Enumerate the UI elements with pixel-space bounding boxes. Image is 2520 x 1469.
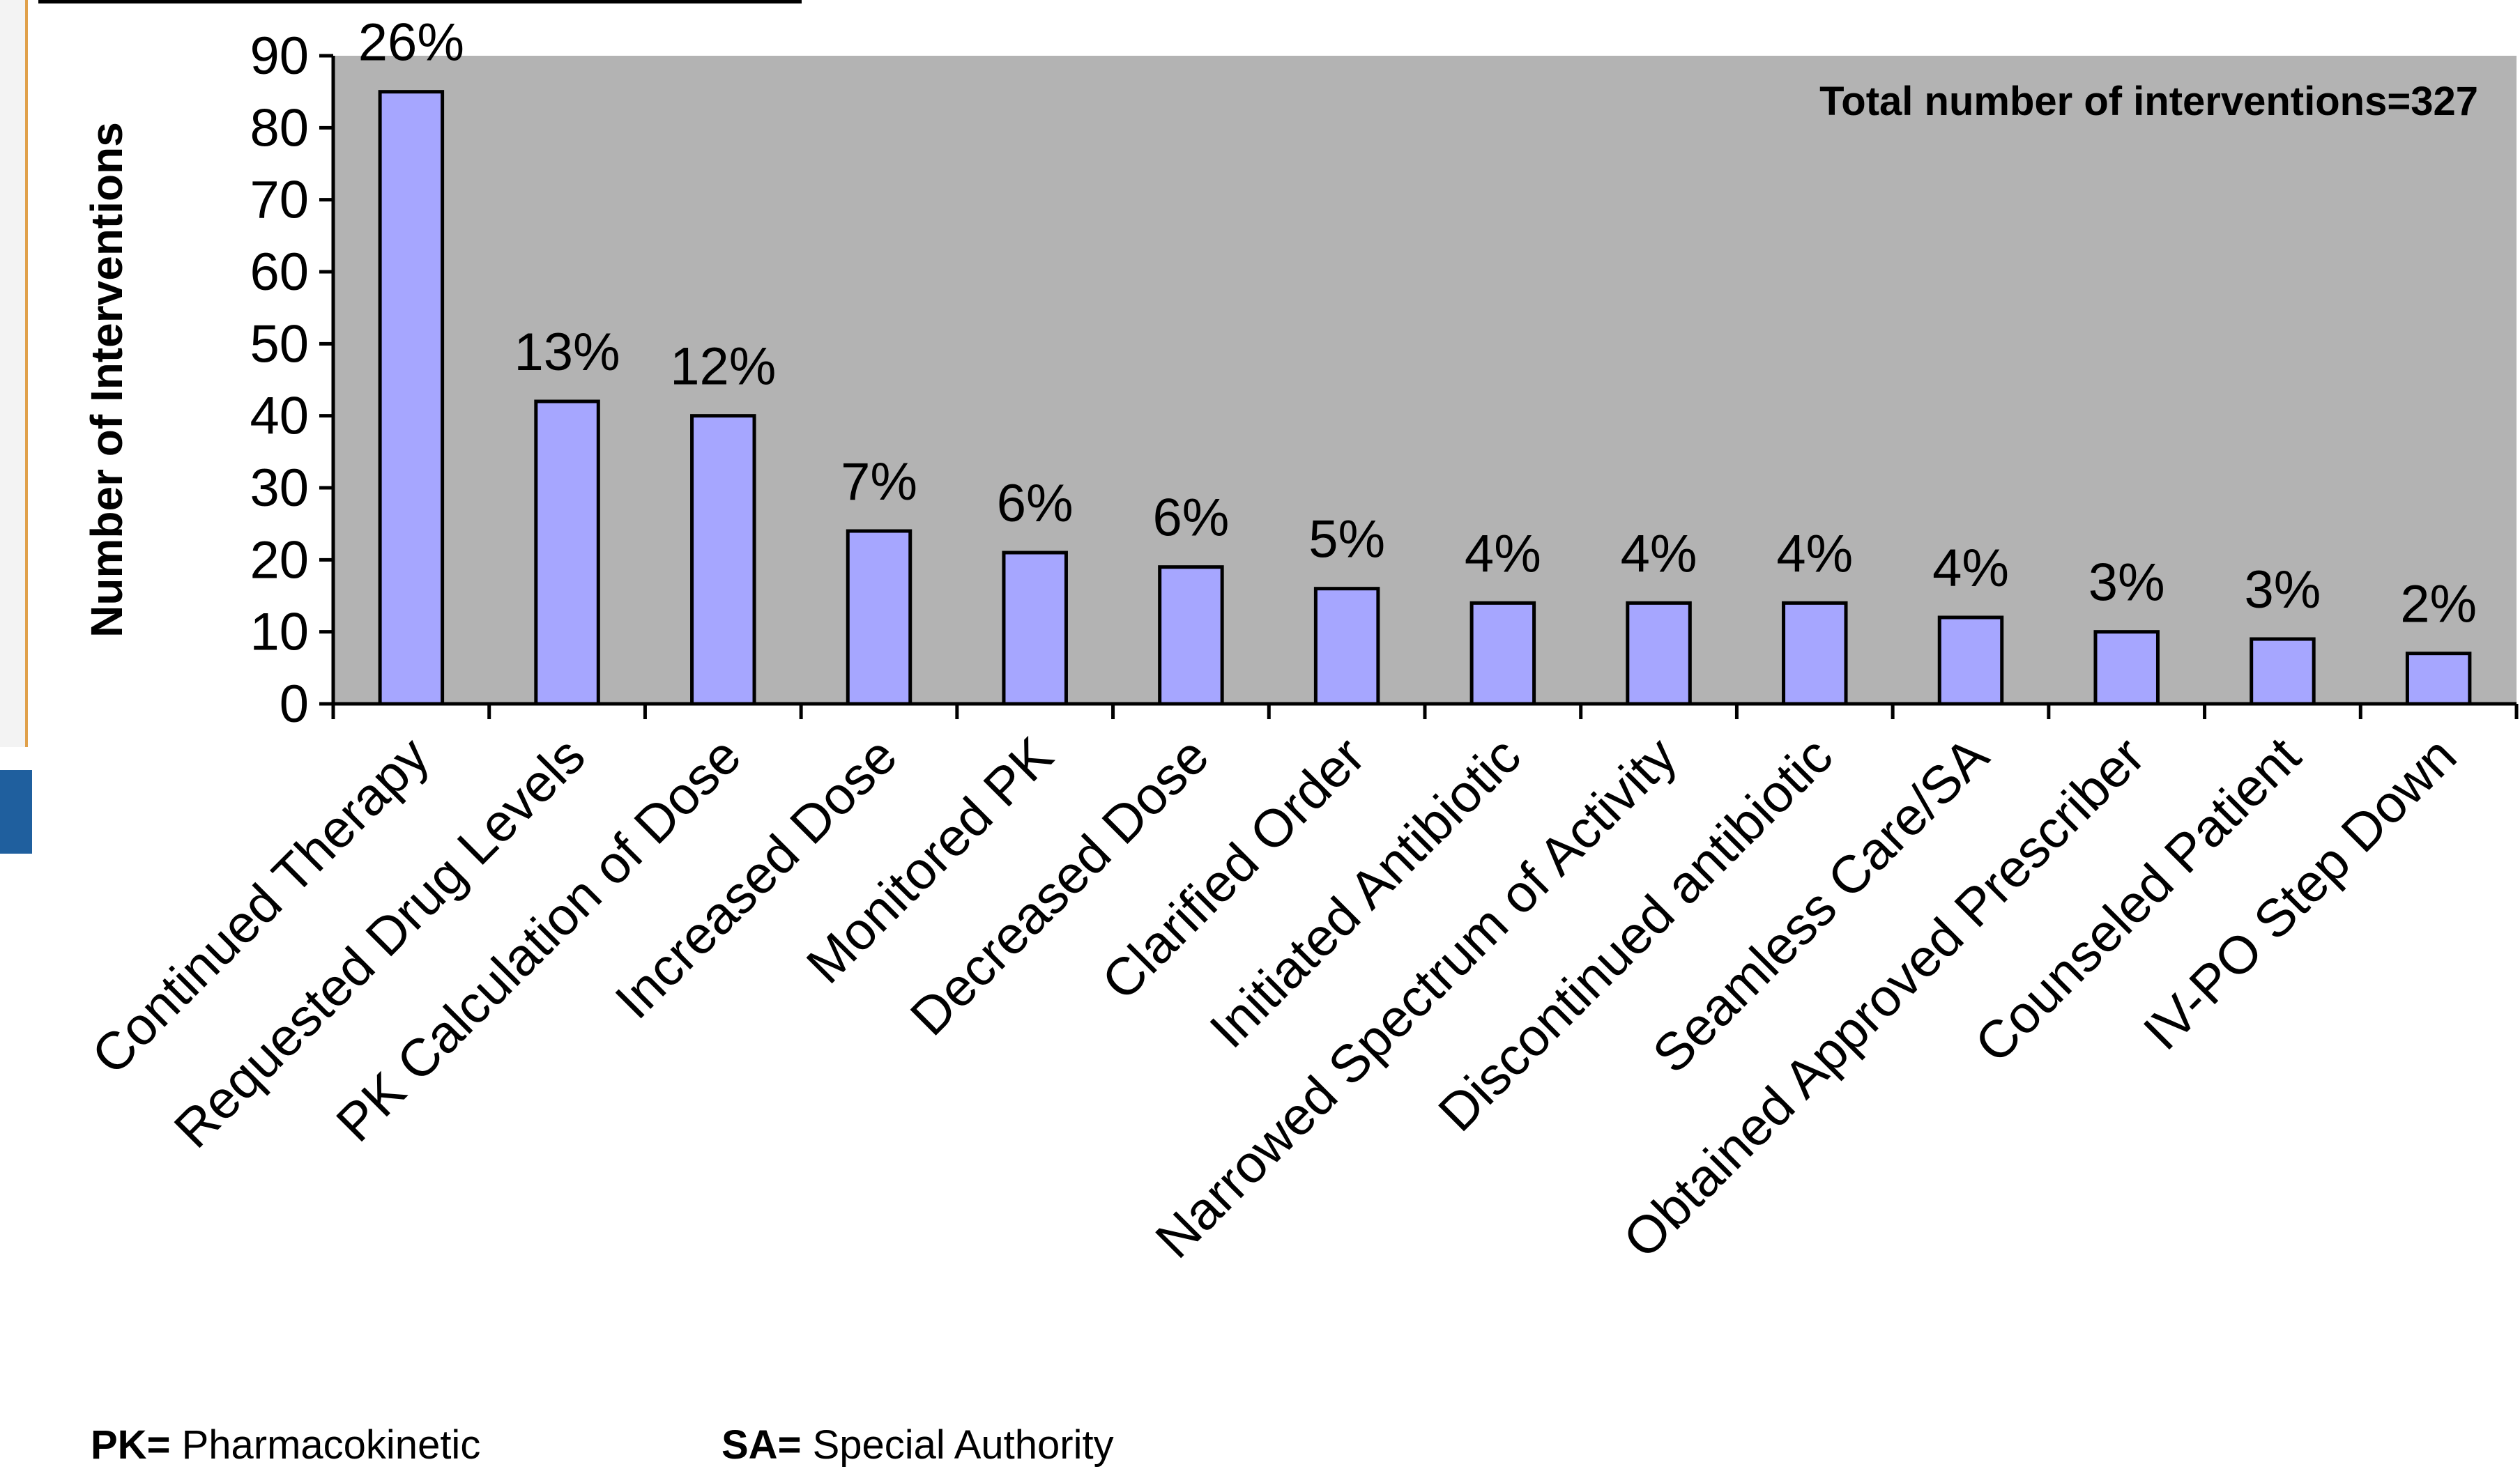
x-category-label: Decreased Dose — [899, 726, 1220, 1047]
bar — [846, 529, 912, 706]
bar — [378, 90, 445, 706]
bar — [1469, 601, 1536, 706]
footnote-sa: SA= Special Authority — [721, 1422, 1114, 1468]
bar-data-label: 4% — [1465, 524, 1541, 583]
footnote-pk-abbr: PK= — [91, 1422, 171, 1468]
y-tick-label: 90 — [250, 26, 309, 86]
x-category-label: Increased Dose — [604, 726, 908, 1030]
bar — [1937, 615, 2004, 706]
bar-data-label: 4% — [1621, 524, 1697, 583]
header-rule — [38, 0, 802, 3]
bar-data-label: 2% — [2400, 575, 2477, 634]
bar-data-label: 12% — [670, 337, 776, 397]
left-side-tab[interactable] — [0, 770, 32, 854]
bar — [1002, 551, 1068, 706]
bar-data-label: 3% — [2245, 560, 2321, 620]
y-tick-label: 0 — [280, 675, 309, 734]
bar — [534, 399, 600, 706]
y-tick-label: 20 — [250, 530, 309, 590]
y-tick-label: 80 — [250, 98, 309, 157]
y-tick-label: 50 — [250, 314, 309, 374]
bar — [1626, 601, 1692, 706]
y-tick-label: 10 — [250, 603, 309, 662]
bar-data-label: 26% — [358, 13, 464, 72]
y-tick-label: 60 — [250, 243, 309, 302]
footnote-sa-abbr: SA= — [721, 1422, 802, 1468]
left-panel-edge — [0, 0, 28, 747]
bar — [2250, 637, 2316, 706]
bar-data-label: 6% — [997, 474, 1074, 533]
plot-area — [333, 56, 2517, 704]
bar — [1313, 587, 1380, 706]
bar-data-label: 7% — [841, 452, 917, 512]
bar — [1158, 565, 1224, 706]
y-axis-label: Number of Interventions — [82, 122, 132, 638]
footnote-pk-text: Pharmacokinetic — [181, 1422, 481, 1468]
y-tick-label: 40 — [250, 387, 309, 446]
x-category-label: Clarified Order — [1091, 726, 1377, 1012]
total-interventions-annotation: Total number of interventions=327 — [1819, 79, 2478, 124]
bar — [2405, 652, 2472, 706]
bar — [2093, 630, 2160, 706]
bar-data-label: 4% — [1932, 539, 2009, 598]
bar — [690, 414, 756, 706]
bar-data-label: 13% — [514, 323, 620, 382]
bar-data-label: 5% — [1308, 510, 1385, 569]
y-tick-label: 70 — [250, 171, 309, 230]
bar — [1782, 601, 1848, 706]
y-tick-label: 30 — [250, 459, 309, 518]
bar-data-label: 6% — [1153, 489, 1230, 548]
bar-data-label: 3% — [2088, 553, 2165, 613]
footnote-sa-text: Special Authority — [812, 1422, 1114, 1468]
bar-data-label: 4% — [1776, 524, 1853, 583]
footnote-pk: PK= Pharmacokinetic — [91, 1422, 480, 1468]
